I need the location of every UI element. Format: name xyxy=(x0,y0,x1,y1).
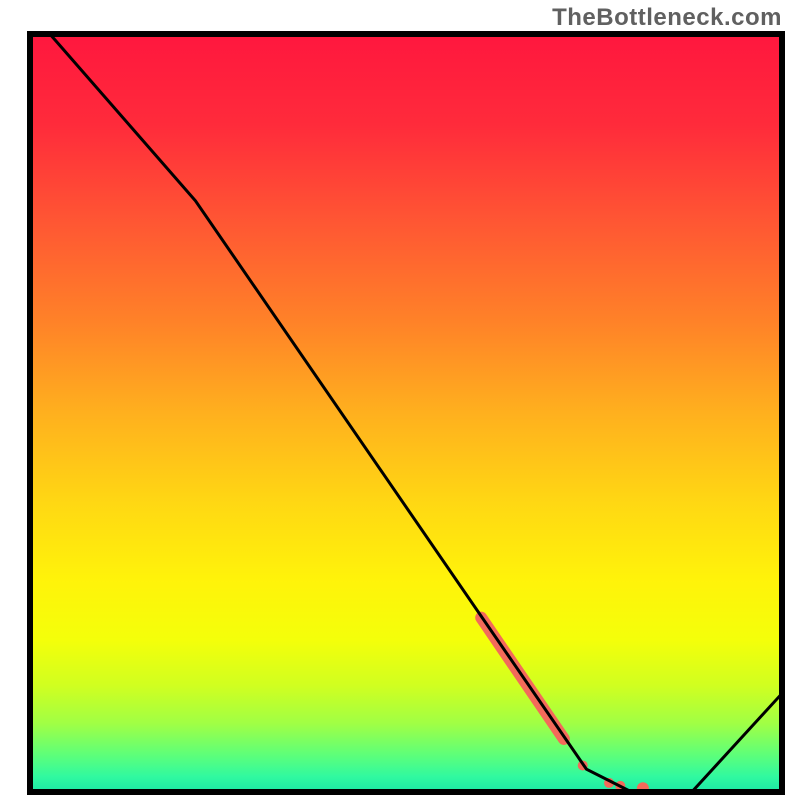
plot-area xyxy=(30,11,782,794)
watermark-text: TheBottleneck.com xyxy=(552,4,782,32)
gradient-background xyxy=(30,34,782,792)
bottleneck-chart xyxy=(0,0,800,800)
chart-container: TheBottleneck.com xyxy=(0,0,800,800)
